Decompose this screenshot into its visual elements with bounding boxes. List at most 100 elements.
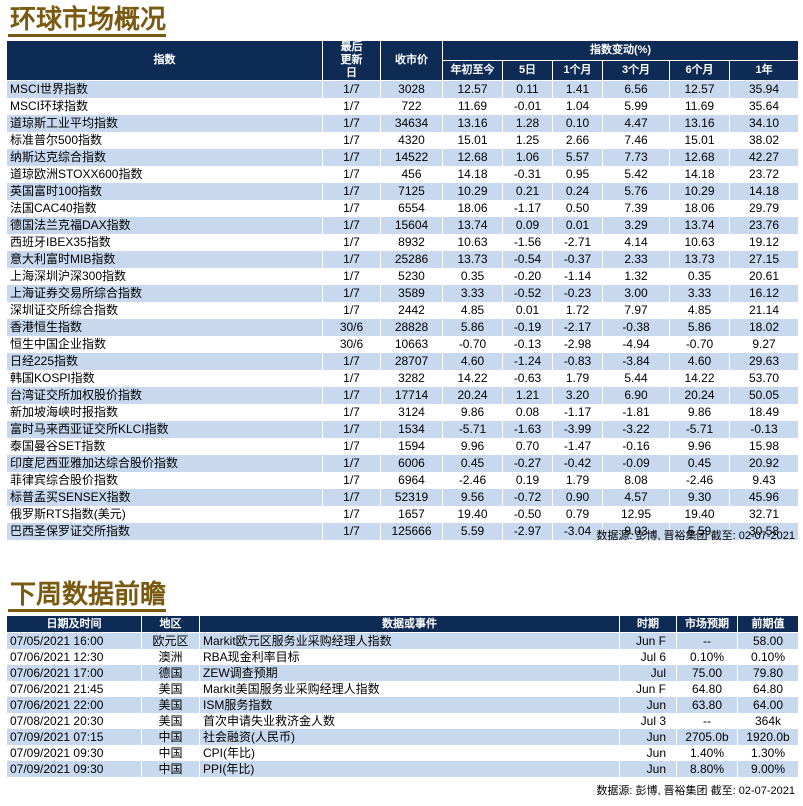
change-5d: -0.63 [502, 370, 553, 387]
event-period: Jun F [619, 681, 677, 697]
col-period: 时期 [619, 615, 677, 633]
market-table-body: MSCI世界指数 1/7 3028 12.57 0.11 1.41 6.56 12.57 35.… [6, 80, 800, 540]
index-name: 道琼欧洲STOXX600指数 [6, 166, 323, 183]
table-row: 07/05/2021 16:00 欧元区 Markit欧元区服务业采购经理人指数 Ju… [6, 632, 799, 649]
change-5d: -0.19 [502, 319, 553, 336]
last-update: 1/7 [322, 200, 381, 217]
change-1m: 2.66 [552, 132, 603, 149]
change-6m: 0.35 [669, 268, 730, 285]
close-price: 52319 [380, 489, 443, 506]
change-ytd: 3.33 [442, 285, 503, 302]
event-datetime: 07/06/2021 12:30 [6, 649, 142, 665]
col-region: 地区 [141, 615, 200, 633]
change-6m: 5.86 [669, 319, 730, 336]
change-ytd: -2.46 [442, 472, 503, 489]
change-ytd: 5.59 [442, 523, 503, 540]
index-name: 上海深圳沪深300指数 [6, 268, 323, 285]
event-region: 德国 [141, 665, 200, 681]
last-update: 1/7 [322, 251, 381, 268]
change-6m: 19.40 [669, 506, 730, 523]
change-1y: 53.70 [728, 370, 800, 387]
change-5d: 0.08 [502, 404, 553, 421]
change-1y: -0.13 [728, 421, 800, 438]
table-row: 07/06/2021 17:00 德国 ZEW调查预期 Jul 75.00 79.80 [6, 665, 799, 681]
table-row: 法国CAC40指数 1/7 6554 18.06 -1.17 0.50 7.39 18.06 2… [6, 200, 800, 217]
change-3m: -4.94 [602, 336, 670, 353]
weekly-source-note: 数据源: 彭博, 晋裕集团 截至: 02-07-2021 [596, 785, 795, 797]
col-index: 指数 [6, 40, 323, 81]
change-3m: 12.95 [602, 506, 670, 523]
change-1y: 9.27 [728, 336, 800, 353]
close-price: 28828 [380, 319, 443, 336]
table-row: 07/08/2021 20:30 美国 首次申请失业救济金人数 Jul 3 -- 364k [6, 713, 799, 729]
change-1y: 29.79 [728, 200, 800, 217]
change-6m: 15.01 [669, 132, 730, 149]
change-ytd: 12.57 [442, 80, 503, 98]
table-row: 标准普尔500指数 1/7 4320 15.01 1.25 2.66 7.46 15.01 38… [6, 132, 800, 149]
close-price: 34634 [380, 115, 443, 132]
change-1y: 14.18 [728, 183, 800, 200]
index-name: 俄罗斯RTS指数(美元) [6, 506, 323, 523]
last-update: 1/7 [322, 506, 381, 523]
table-row: 07/09/2021 09:30 中国 PPI(年比) Jun 8.80% 9.00% [6, 761, 799, 777]
change-1y: 50.05 [728, 387, 800, 404]
change-1y: 45.96 [728, 489, 800, 506]
change-5d: -1.17 [502, 200, 553, 217]
event-previous: 79.80 [737, 665, 799, 681]
market-table: 指数 最后更新日 收市价 指数变动(%) 年初至今 5日 1个月 3个月 6个月… [6, 40, 800, 540]
index-name: 上海证券交易所综合指数 [6, 285, 323, 302]
close-price: 125666 [380, 523, 443, 540]
table-row: 台湾证交所加权股价指数 1/7 17714 20.24 1.21 3.20 6.90 20.2… [6, 387, 800, 404]
event-previous: 0.10% [737, 649, 799, 665]
change-3m: 7.73 [602, 149, 670, 166]
table-row: 韩国KOSPI指数 1/7 3282 14.22 -0.63 1.79 5.44 14.22 5… [6, 370, 800, 387]
change-3m: 7.39 [602, 200, 670, 217]
event-period: Jul [619, 665, 677, 681]
change-5d: -0.52 [502, 285, 553, 302]
change-ytd: 10.63 [442, 234, 503, 251]
event-forecast: 64.80 [676, 681, 738, 697]
change-6m: 20.24 [669, 387, 730, 404]
change-1y: 18.49 [728, 404, 800, 421]
change-6m: 18.06 [669, 200, 730, 217]
change-1m: -3.99 [552, 421, 603, 438]
event-datetime: 07/09/2021 09:30 [6, 761, 142, 777]
change-5d: -1.56 [502, 234, 553, 251]
table-row: 印度尼西亚雅加达综合股价指数 1/7 6006 0.45 -0.27 -0.42 -0.09… [6, 455, 800, 472]
table-row: 富时马来西亚证交所KLCI指数 1/7 1534 -5.71 -1.63 -3.99 -3.… [6, 421, 800, 438]
close-price: 6554 [380, 200, 443, 217]
change-1y: 30.58 [728, 523, 800, 540]
change-1y: 21.14 [728, 302, 800, 319]
change-ytd: 18.06 [442, 200, 503, 217]
change-1y: 9.43 [728, 472, 800, 489]
event-period: Jul 6 [619, 649, 677, 665]
event-forecast: 1.40% [676, 745, 738, 761]
market-overview-title: 环球市场概况 [8, 4, 167, 37]
last-update: 1/7 [322, 387, 381, 404]
change-6m: 3.33 [669, 285, 730, 302]
event-name: 首次申请失业救济金人数 [199, 713, 620, 729]
change-5d: 1.28 [502, 115, 553, 132]
close-price: 1594 [380, 438, 443, 455]
change-6m: 12.57 [669, 80, 730, 98]
index-name: 标普孟买SENSEX指数 [6, 489, 323, 506]
last-update: 1/7 [322, 115, 381, 132]
change-5d: 0.19 [502, 472, 553, 489]
change-ytd: 9.56 [442, 489, 503, 506]
change-6m: 13.73 [669, 251, 730, 268]
table-row: 菲律宾综合股价指数 1/7 6964 -2.46 0.19 1.79 8.08 -2.46 9.… [6, 472, 800, 489]
event-datetime: 07/05/2021 16:00 [6, 632, 142, 649]
table-row: 深圳证交所综合指数 1/7 2442 4.85 0.01 1.72 7.97 4.85 21.1… [6, 302, 800, 319]
change-5d: -0.31 [502, 166, 553, 183]
change-6m: -5.71 [669, 421, 730, 438]
change-ytd: 0.45 [442, 455, 503, 472]
event-period: Jun F [619, 632, 677, 649]
close-price: 456 [380, 166, 443, 183]
table-row: MSCI世界指数 1/7 3028 12.57 0.11 1.41 6.56 12.57 35.… [6, 80, 800, 98]
change-1m: -0.37 [552, 251, 603, 268]
event-name: ZEW调查预期 [199, 665, 620, 681]
index-name: 恒生中国企业指数 [6, 336, 323, 353]
change-3m: 5.42 [602, 166, 670, 183]
event-previous: 64.80 [737, 681, 799, 697]
change-3m: 4.47 [602, 115, 670, 132]
